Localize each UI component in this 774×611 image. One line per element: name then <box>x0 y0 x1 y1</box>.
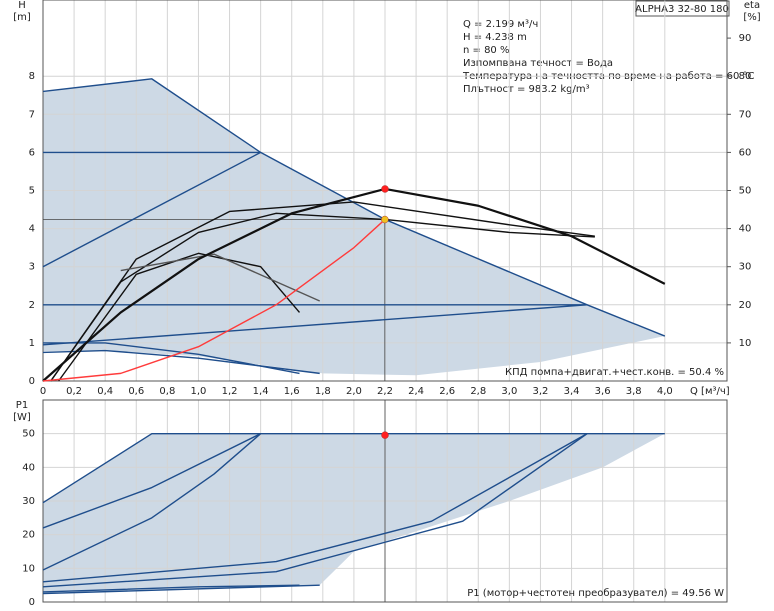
x-tick-label: 4,0 <box>657 386 673 397</box>
y-tick-label: 10 <box>22 563 35 574</box>
y-tick-label: 0 <box>29 597 35 608</box>
y-tick-label: 8 <box>29 71 35 82</box>
x-tick-label: 1,6 <box>284 386 300 397</box>
curve <box>42 151 261 268</box>
y-axis-label: H <box>18 0 26 11</box>
y2-axis-unit: [%] <box>743 12 760 23</box>
y-tick-label: 30 <box>22 496 35 507</box>
x-tick-label: 0,8 <box>159 386 175 397</box>
info-line: Изпомпвана течност = Вода <box>463 58 613 69</box>
x-tick-label: 2,0 <box>346 386 362 397</box>
curve <box>42 432 665 504</box>
info-line: n = 80 % <box>463 45 509 56</box>
y2-tick-label: 10 <box>739 338 752 349</box>
y2-tick-label: 60 <box>739 147 752 158</box>
curve <box>42 433 261 529</box>
x-tick-label: 0,4 <box>97 386 113 397</box>
y-tick-label: 3 <box>29 262 35 273</box>
curve <box>42 349 320 375</box>
curve <box>120 253 320 302</box>
y2-tick-label: 40 <box>739 224 752 235</box>
x-tick-label: 3,2 <box>533 386 549 397</box>
x-tick-label: 2,4 <box>408 386 424 397</box>
title-box <box>635 0 730 17</box>
curve <box>42 304 588 346</box>
operating-point <box>381 431 389 439</box>
y2-tick-label: 30 <box>739 262 752 273</box>
x-tick-label: 2,6 <box>439 386 455 397</box>
info-line: Плътност = 983.2 kg/m³ <box>463 84 590 95</box>
y-tick-label: 4 <box>29 224 35 235</box>
curve <box>42 433 262 571</box>
info-line: Q = 2.199 м³/ч <box>463 19 538 30</box>
y2-tick-label: 20 <box>739 300 752 311</box>
y-tick-label: 20 <box>22 530 35 541</box>
curve <box>42 219 386 382</box>
y-tick-label: 5 <box>29 186 35 197</box>
curve <box>50 201 595 382</box>
y-tick-label: 1 <box>29 338 35 349</box>
y2-tick-label: 80 <box>739 71 752 82</box>
x-tick-label: 1,8 <box>315 386 331 397</box>
annotation: P1 (мотор+честотен преобразувател) = 49.… <box>467 588 724 599</box>
x-tick-label: 2,8 <box>470 386 486 397</box>
y-tick-label: 7 <box>29 109 35 120</box>
annotation: КПД помпа+двигат.+чест.конв. = 50.4 % <box>505 367 724 378</box>
x-tick-label: 3,4 <box>564 386 580 397</box>
x-tick-label: 1,2 <box>222 386 238 397</box>
curve <box>42 433 588 588</box>
y2-axis-label: eta <box>744 0 760 11</box>
y-tick-label: 6 <box>29 147 35 158</box>
curve <box>42 187 666 382</box>
curve <box>42 584 300 593</box>
operating-point <box>381 185 389 193</box>
curve <box>57 252 301 382</box>
curve <box>42 433 588 583</box>
x-tick-label: 0 <box>40 386 46 397</box>
info-line: H = 4.238 m <box>463 32 527 43</box>
x-tick-label: 3,0 <box>501 386 517 397</box>
y2-tick-label: 50 <box>739 186 752 197</box>
y2-tick-label: 90 <box>739 33 752 44</box>
y-axis-label: P1 <box>16 400 28 411</box>
x-tick-label: 1,4 <box>253 386 269 397</box>
chart-title: ALPHA3 32-80 180 <box>635 4 729 15</box>
operating-point <box>381 215 389 224</box>
x-tick-label: 2,2 <box>377 386 393 397</box>
y-axis-unit: [m] <box>13 12 31 23</box>
x-tick-label: 1,0 <box>191 386 207 397</box>
x-axis-label: Q [м³/ч] <box>690 386 730 397</box>
y-tick-label: 0 <box>29 376 35 387</box>
x-tick-label: 3,6 <box>595 386 611 397</box>
y-tick-label: 50 <box>22 429 35 440</box>
y-tick-label: 2 <box>29 300 35 311</box>
y-axis-unit: [W] <box>13 412 31 423</box>
x-tick-label: 3,8 <box>626 386 642 397</box>
x-tick-label: 0,2 <box>66 386 82 397</box>
y-tick-label: 40 <box>22 462 35 473</box>
curve <box>42 584 320 595</box>
x-tick-label: 0,6 <box>128 386 144 397</box>
curve <box>42 78 666 337</box>
y2-tick-label: 70 <box>739 109 752 120</box>
